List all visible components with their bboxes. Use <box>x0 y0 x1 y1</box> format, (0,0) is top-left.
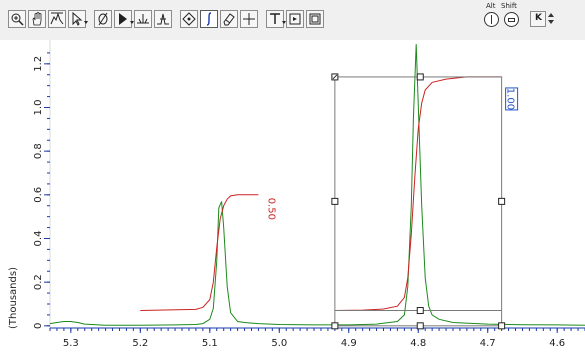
x-tick-label: 5.3 <box>63 338 79 349</box>
alt-key-icon[interactable] <box>484 12 499 27</box>
resize-handle[interactable] <box>416 307 424 315</box>
pan-button[interactable] <box>28 10 46 28</box>
resize-handle[interactable] <box>498 197 506 205</box>
y-axis: 0 0.2 0.4 0.6 0.8 1.0 1.2 <box>33 40 51 329</box>
crosshair-button[interactable] <box>240 10 258 28</box>
rotate-handle-mark <box>332 74 338 80</box>
spectrum-plot[interactable]: 0 0.2 0.4 0.6 0.8 1.0 1.2 5.3 5.2 5.1 5.0 4.9 4.8 4.… <box>0 40 585 352</box>
eraser-icon <box>223 13 235 26</box>
autoscale-button[interactable] <box>48 10 66 28</box>
phase-icon <box>98 12 108 26</box>
x-tick-label: 5.2 <box>132 338 148 349</box>
pointer-dropdown-caret-icon[interactable] <box>84 21 88 24</box>
baseline-icon <box>137 14 149 24</box>
peak-arrow-icon <box>119 13 127 25</box>
fit-icon <box>289 13 301 25</box>
x-axis: 5.3 5.2 5.1 5.0 4.9 4.8 4.7 4.6 <box>49 327 585 349</box>
x-tick-label: 5.1 <box>202 338 218 349</box>
baseline-button[interactable] <box>134 10 152 28</box>
autoscale-icon <box>50 12 64 25</box>
y-tick-label: 1.2 <box>33 56 44 72</box>
text-button[interactable] <box>266 10 284 28</box>
plot-background <box>0 40 585 352</box>
x-tick-label: 4.9 <box>341 338 357 349</box>
x-tick-label: 4.7 <box>480 338 496 349</box>
x-tick-label: 5.0 <box>271 338 287 349</box>
text-dropdown-caret-icon[interactable] <box>282 21 286 24</box>
eraser-button[interactable] <box>220 10 238 28</box>
integral-icon <box>206 12 212 26</box>
crosshair-icon <box>243 13 255 25</box>
resize-handle[interactable] <box>331 197 339 205</box>
resize-handle[interactable] <box>331 322 339 330</box>
integral-button[interactable] <box>200 10 218 28</box>
magnifier-icon <box>11 13 24 26</box>
toolbar: Alt Shift K <box>0 0 585 40</box>
peak-button[interactable] <box>154 10 172 28</box>
y-tick-label: 0.6 <box>33 187 44 203</box>
y-tick-label: 0.4 <box>33 231 44 247</box>
resize-handle[interactable] <box>498 322 506 330</box>
y-tick-label: 0.8 <box>33 143 44 159</box>
integral-curve-1 <box>140 194 259 311</box>
resize-handle[interactable] <box>416 322 424 330</box>
frame-icon <box>309 13 321 25</box>
integral-label-2-box <box>505 87 519 111</box>
shift-key-icon[interactable] <box>504 12 519 27</box>
pointer-button[interactable] <box>68 10 86 28</box>
text-icon <box>270 13 280 24</box>
peak-pick-button[interactable] <box>114 10 132 28</box>
y-axis-unit-label: (Thousands) <box>8 267 19 329</box>
fit-button[interactable] <box>286 10 304 28</box>
y-tick-label: 0.2 <box>33 274 44 290</box>
spin-arrows-icon[interactable] <box>548 13 554 25</box>
shift-label: Shift <box>501 2 517 10</box>
peak-icon <box>157 13 169 25</box>
arrow-pointer-icon <box>72 11 83 26</box>
diamond-button[interactable] <box>180 10 198 28</box>
diamond-icon <box>182 12 196 26</box>
frame-button[interactable] <box>306 10 324 28</box>
integral-label-1: 0.50 <box>265 198 276 220</box>
series-layer: 0.50 <box>49 44 585 326</box>
x-tick-label: 4.6 <box>549 338 565 349</box>
alt-label: Alt <box>486 2 496 10</box>
integral-selection[interactable]: 1.00 <box>331 73 519 330</box>
y-tick-label: 1.0 <box>33 100 44 116</box>
integral-curve-2 <box>334 76 502 311</box>
integral-label-2: 1.00 <box>505 88 516 110</box>
integral-label-2-group[interactable]: 1.00 <box>505 87 519 111</box>
keyboard-k-icon[interactable]: K <box>530 11 546 27</box>
resize-handle[interactable] <box>416 73 424 81</box>
hand-icon <box>32 12 42 26</box>
x-tick-label: 4.8 <box>410 338 426 349</box>
peak-pick-dropdown-caret-icon[interactable] <box>130 21 134 24</box>
spectrum-line <box>49 44 585 326</box>
phase-button[interactable] <box>94 10 112 28</box>
zoom-button[interactable] <box>8 10 26 28</box>
y-tick-label: 0 <box>33 323 44 329</box>
